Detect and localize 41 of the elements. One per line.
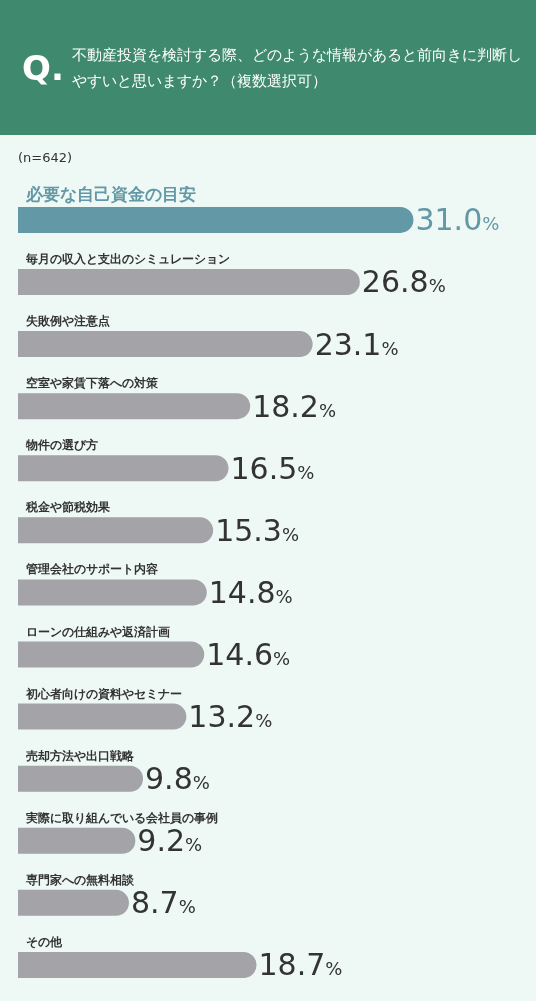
y-tick-label: 専門家への無料相談 (25, 872, 135, 887)
bar (18, 889, 129, 916)
y-tick-label: 失敗例や注意点 (26, 314, 110, 329)
y-tick-label: 物件の選び方 (25, 438, 98, 453)
data-label: 18.2% (252, 388, 337, 424)
data-label: 8.7% (130, 885, 196, 921)
bar (18, 206, 414, 233)
bar (18, 331, 313, 358)
y-tick-label: 売却方法や出口戦略 (26, 748, 135, 763)
bar (18, 393, 251, 420)
bar (18, 579, 207, 606)
bar (18, 268, 360, 295)
y-tick-label: 税金や節税効果 (25, 500, 111, 515)
y-tick-label: 実際に取り組んでいる会社員の事例 (25, 810, 218, 825)
chart-subtitle: (n=642) (18, 150, 73, 165)
data-label: 15.3% (215, 512, 300, 548)
y-tick-label: 毎月の収入と支出のシミュレーション (25, 251, 230, 266)
bar (18, 455, 229, 482)
y-tick-label: ローンの仕組みや返済計画 (26, 624, 170, 639)
data-label: 18.7% (258, 947, 343, 983)
bar (18, 703, 187, 730)
data-label: 16.5% (230, 450, 315, 486)
y-tick-label: 必要な自己資金の目安 (25, 184, 196, 205)
bar (18, 827, 136, 854)
y-tick-label: 空室や家賃下落への対策 (26, 376, 159, 391)
data-label: 23.1% (314, 326, 399, 362)
chart-title: Q. 不動産投資を検討する際、どのような情報があると前向きに判断しやすいと思いますか？（複数選択可） (22, 44, 522, 92)
data-label: 14.8% (208, 574, 293, 610)
bar (18, 951, 257, 978)
y-tick-label: 管理会社のサポート内容 (25, 562, 158, 577)
bar (18, 765, 143, 792)
data-label: 31.0% (415, 202, 500, 238)
data-label: 13.2% (188, 699, 273, 735)
data-label: 26.8% (361, 264, 446, 300)
bar (18, 641, 205, 668)
y-tick-label: 初心者向けの資料やセミナー (25, 686, 182, 701)
data-label: 9.8% (145, 761, 210, 797)
bar (18, 517, 214, 544)
data-label: 14.6% (206, 637, 291, 673)
data-label: 9.2% (137, 823, 203, 859)
y-tick-label: その他 (26, 934, 63, 949)
